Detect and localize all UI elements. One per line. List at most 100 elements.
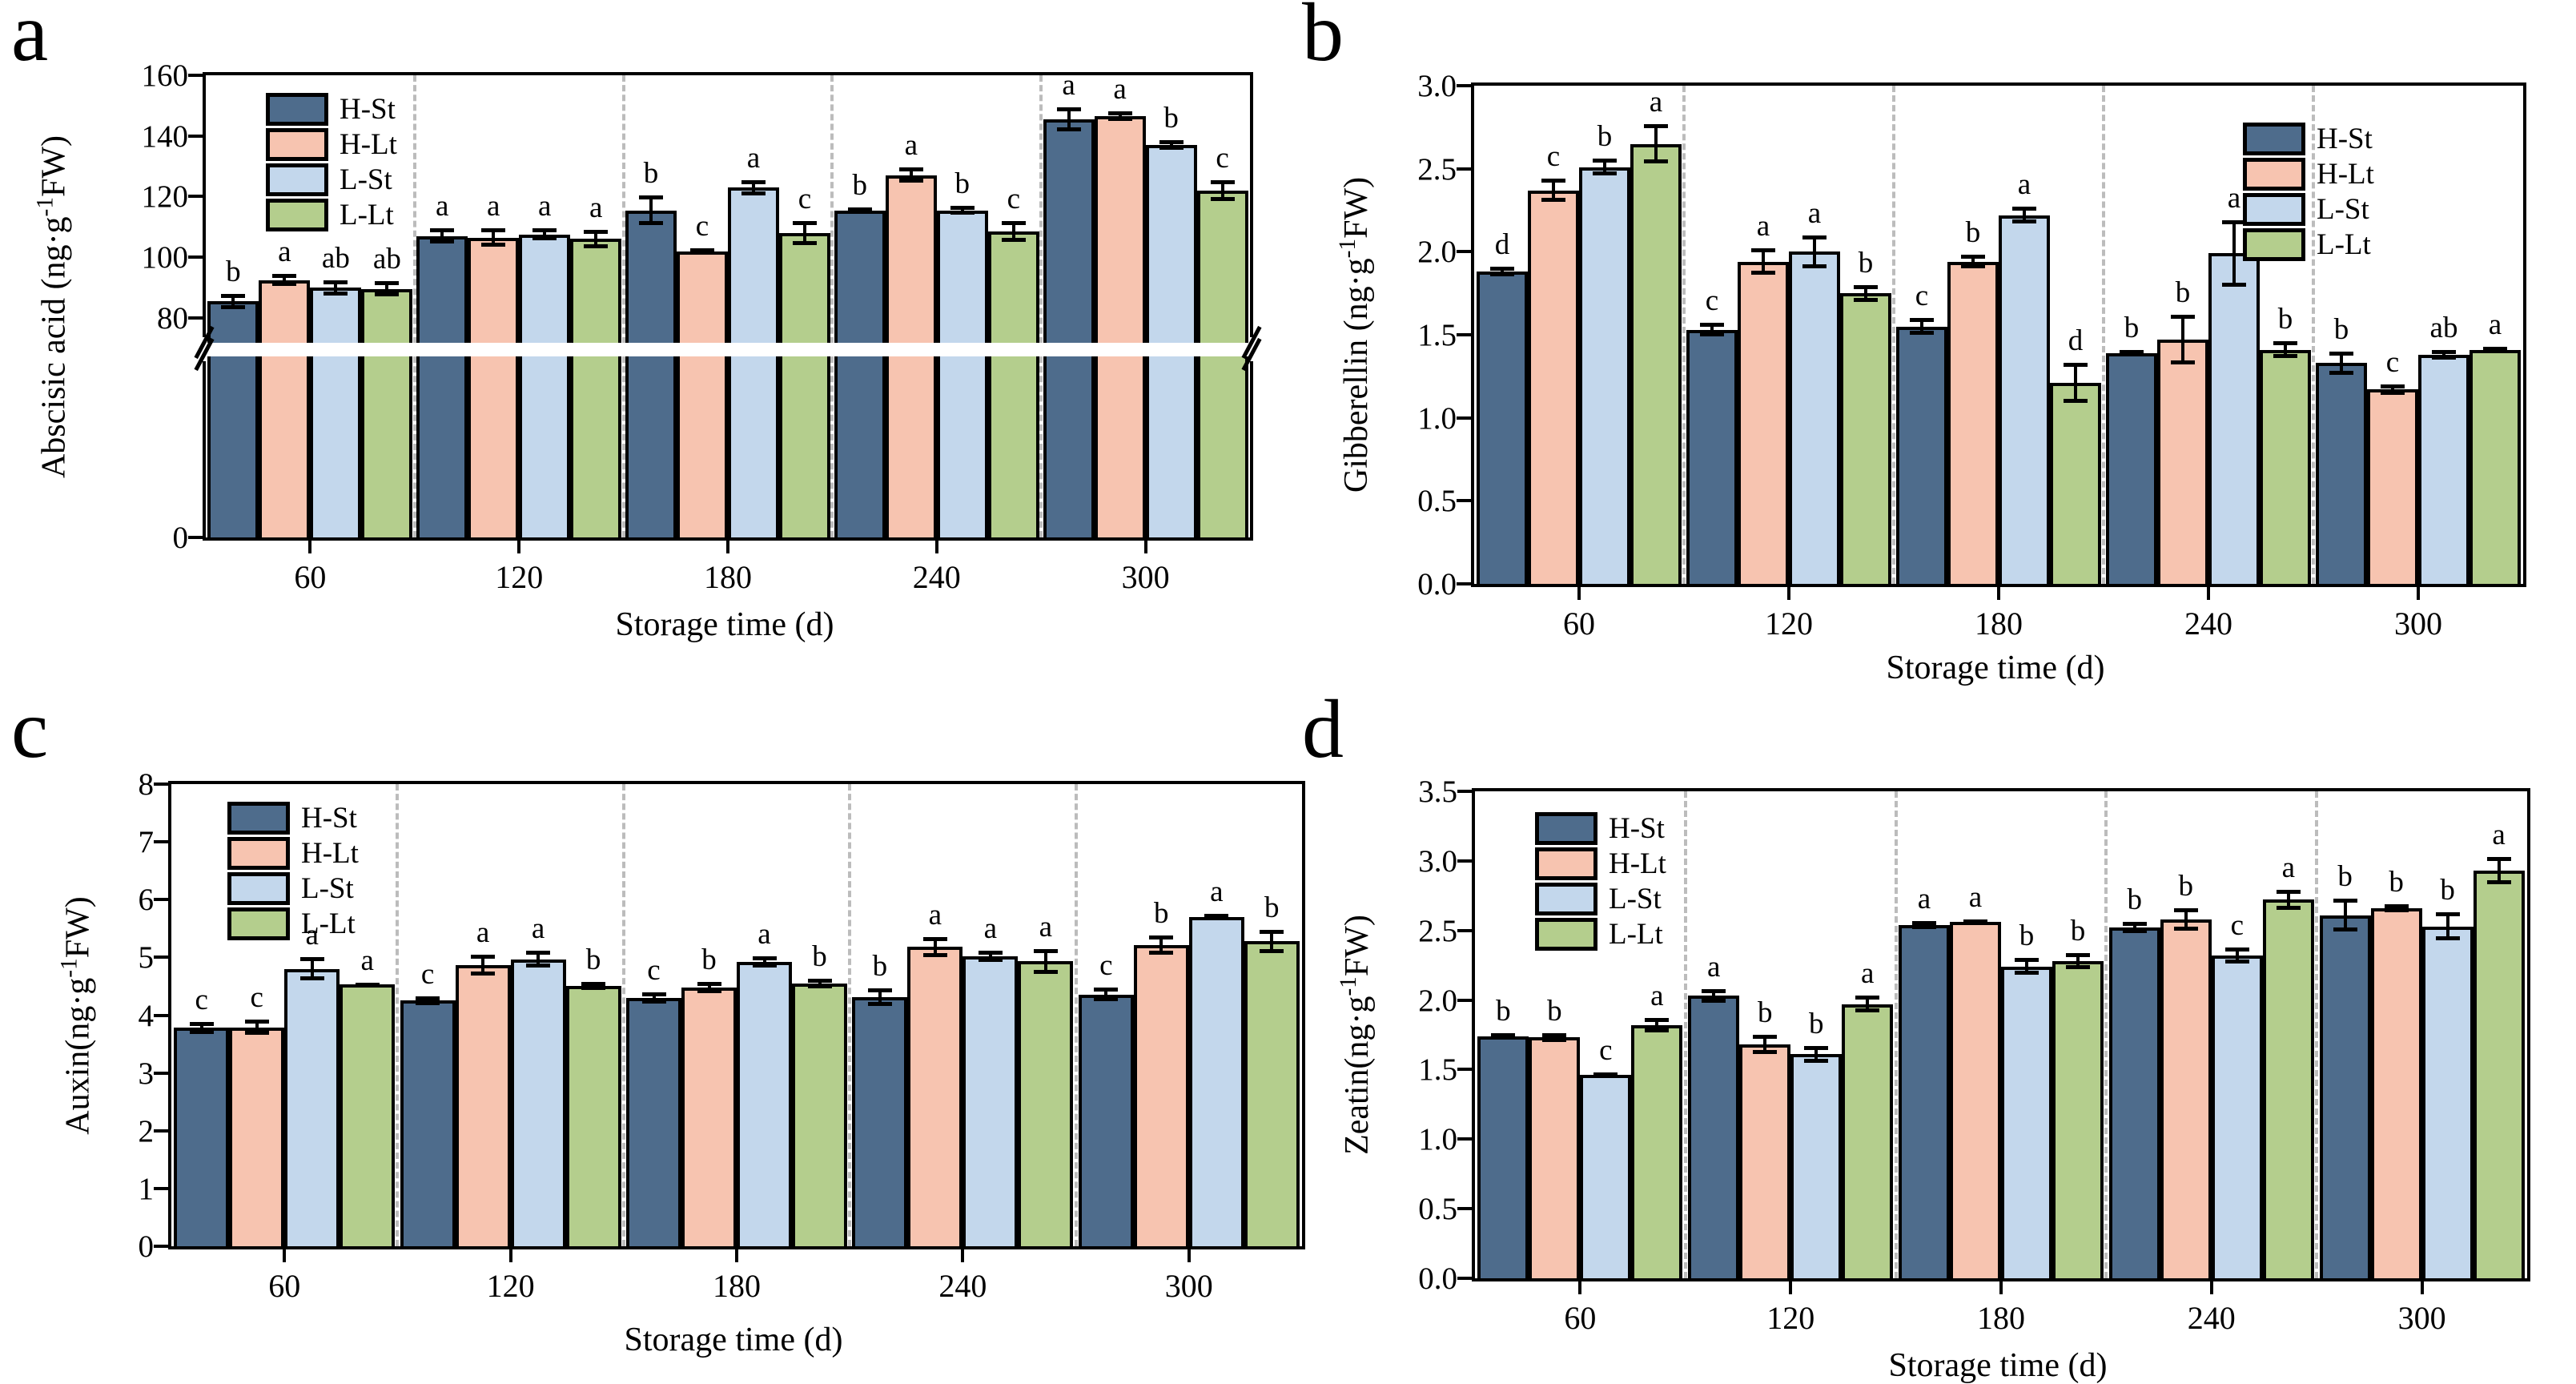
error-bar bbox=[2333, 898, 2357, 932]
error-bar-cap-top bbox=[2066, 952, 2090, 957]
error-bar-line bbox=[2074, 363, 2077, 403]
error-bar-cap-bottom bbox=[1542, 1037, 1567, 1042]
error-bar-cap-top bbox=[481, 228, 506, 233]
y-tick-label-d: 2.0 bbox=[1418, 983, 1457, 1018]
error-bar-line bbox=[1553, 1033, 1557, 1042]
error-bar-cap-top bbox=[898, 167, 923, 172]
sig-letter: c bbox=[2385, 346, 2400, 380]
error-bar bbox=[1804, 1045, 1829, 1063]
error-bar-cap-top bbox=[244, 1020, 269, 1024]
y-tick-label-d: 3.5 bbox=[1418, 774, 1457, 809]
error-bar-cap-top bbox=[299, 957, 324, 962]
sig-letter: b bbox=[2333, 312, 2349, 346]
error-bar-line bbox=[1923, 920, 1926, 929]
error-bar-cap-top bbox=[2276, 890, 2301, 895]
error-bar-cap-bottom bbox=[1854, 297, 1878, 302]
y-tick-a bbox=[188, 74, 203, 77]
x-axis-title-a: Storage time (d) bbox=[615, 606, 834, 643]
error-bar-cap-bottom bbox=[2483, 348, 2507, 353]
error-bar-line bbox=[1654, 123, 1658, 164]
error-bar-line bbox=[1067, 107, 1071, 132]
error-bar-cap-top bbox=[2432, 349, 2456, 354]
y-tick-label-d: 1.0 bbox=[1418, 1122, 1457, 1157]
bar-l-lt-60 bbox=[1630, 143, 1682, 584]
error-bar-cap-bottom bbox=[1210, 197, 1235, 202]
error-bar-cap-top bbox=[2486, 856, 2511, 861]
bar-h-st-180 bbox=[625, 210, 677, 537]
error-bar-cap-bottom bbox=[793, 241, 817, 246]
error-bar bbox=[2173, 907, 2198, 931]
sig-letter: ab bbox=[372, 243, 401, 276]
y-tick-label-c: 3 bbox=[138, 1056, 155, 1091]
error-bar-line bbox=[2445, 912, 2449, 940]
sig-letter: a bbox=[1917, 882, 1931, 915]
plot-area-d: 3.5 3.0 2.5 2.0 1.5 1.0 0.5 0.0 60 b b c a 120 a b b a 180… bbox=[1418, 776, 2530, 1334]
sig-letter: c bbox=[1915, 280, 1929, 313]
error-bar bbox=[1912, 920, 1936, 929]
y-tick-label-b: 2.0 bbox=[1417, 235, 1457, 270]
error-bar-line bbox=[1011, 220, 1015, 243]
bar-l-st-120 bbox=[510, 959, 566, 1246]
error-bar-cap-top bbox=[584, 230, 609, 235]
bar-h-lt-180 bbox=[681, 987, 737, 1246]
error-bar-cap-bottom bbox=[1593, 1073, 1618, 1078]
sig-letter: b bbox=[2127, 883, 2143, 917]
group-separator bbox=[621, 75, 625, 537]
sig-letter: a bbox=[2488, 308, 2502, 341]
error-bar bbox=[867, 988, 892, 1006]
error-bar bbox=[1033, 948, 1058, 975]
error-bar-cap-bottom bbox=[526, 964, 551, 968]
x-tick-a bbox=[726, 541, 729, 553]
sig-letter: b bbox=[701, 943, 717, 976]
error-bar-line bbox=[592, 981, 596, 990]
error-bar-cap-bottom bbox=[471, 971, 496, 976]
y-tick-b bbox=[1457, 499, 1471, 503]
y-tick-c bbox=[154, 783, 168, 786]
error-bar bbox=[2122, 922, 2147, 934]
error-bar bbox=[324, 280, 348, 296]
sig-letter: b bbox=[954, 167, 971, 200]
error-bar-cap-top bbox=[641, 992, 666, 996]
error-bar-cap-top bbox=[2381, 384, 2405, 389]
error-bar-line bbox=[2284, 341, 2287, 358]
error-bar-cap-bottom bbox=[1094, 997, 1119, 1002]
sig-letter: a bbox=[2492, 818, 2506, 851]
error-bar-line bbox=[492, 228, 496, 247]
sig-letter: b bbox=[1547, 995, 1562, 1028]
x-tick-a bbox=[517, 541, 521, 553]
error-bar-cap-top bbox=[189, 1022, 214, 1027]
error-bar-cap-top bbox=[581, 981, 606, 986]
sig-letter: a bbox=[2017, 168, 2031, 202]
legend-label-l-lt: L-Lt bbox=[340, 199, 394, 231]
error-bar-line bbox=[803, 220, 806, 246]
error-bar bbox=[2273, 341, 2297, 358]
error-bar-line bbox=[543, 228, 547, 241]
legend-swatch-h-st bbox=[227, 802, 290, 835]
x-tick-d bbox=[2209, 1281, 2213, 1294]
group-separator bbox=[1074, 784, 1078, 1246]
error-bar-cap-bottom bbox=[416, 1000, 440, 1005]
error-bar-cap-top bbox=[2224, 947, 2249, 952]
sig-letter: d bbox=[2068, 324, 2084, 358]
error-bar-cap-top bbox=[1001, 220, 1026, 225]
x-tick-label-a: 240 bbox=[912, 559, 961, 595]
error-bar-cap-bottom bbox=[1751, 271, 1775, 276]
x-tick-b bbox=[1997, 587, 2000, 600]
error-bar-line bbox=[649, 195, 653, 226]
bar-l-lt-180 bbox=[2050, 383, 2101, 584]
error-bar-cap-bottom bbox=[2066, 965, 2090, 970]
error-bar bbox=[1204, 914, 1229, 920]
panel-letter-c: c bbox=[11, 683, 49, 775]
error-bar-cap-top bbox=[2173, 907, 2198, 912]
error-bar bbox=[2012, 207, 2036, 224]
error-bar-cap-bottom bbox=[1702, 999, 1726, 1004]
legend-item-l-st: L-St bbox=[227, 872, 468, 907]
error-bar-cap-bottom bbox=[2120, 352, 2144, 356]
error-bar bbox=[1961, 255, 1985, 269]
error-bar-cap-bottom bbox=[2384, 908, 2409, 913]
legend-swatch-h-st bbox=[2243, 123, 2305, 155]
error-bar-cap-bottom bbox=[1204, 915, 1229, 920]
error-bar bbox=[1094, 987, 1119, 1002]
error-bar bbox=[793, 220, 817, 246]
